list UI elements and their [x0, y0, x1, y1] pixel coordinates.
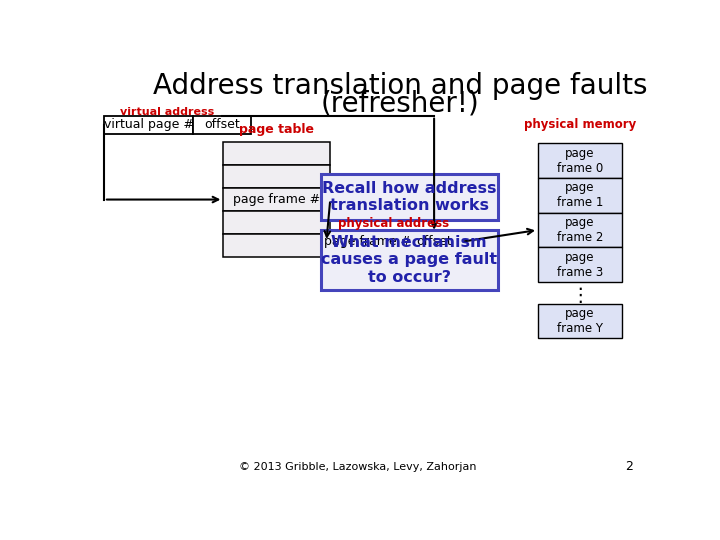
Text: page
frame 0: page frame 0 — [557, 147, 603, 174]
Text: page
frame 2: page frame 2 — [557, 216, 603, 244]
Bar — [538, 303, 621, 338]
Bar — [408, 233, 461, 251]
Bar — [223, 234, 330, 257]
Text: Recall how address
translation works: Recall how address translation works — [322, 181, 497, 213]
Text: offset: offset — [204, 118, 240, 131]
Text: page
frame 1: page frame 1 — [557, 181, 603, 210]
Bar — [326, 233, 408, 251]
Bar — [193, 116, 251, 134]
Bar — [321, 230, 498, 289]
Text: © 2013 Gribble, Lazowska, Levy, Zahorjan: © 2013 Gribble, Lazowska, Levy, Zahorjan — [238, 462, 476, 472]
Text: virtual page #: virtual page # — [104, 118, 194, 131]
Text: What mechanism
causes a page fault
to occur?: What mechanism causes a page fault to oc… — [321, 235, 498, 285]
Text: physical memory: physical memory — [523, 118, 636, 131]
Bar — [538, 178, 621, 213]
Bar — [223, 165, 330, 188]
Bar — [538, 213, 621, 247]
Bar — [223, 142, 330, 165]
Bar — [321, 174, 498, 220]
Text: (refresher!): (refresher!) — [320, 89, 480, 117]
Text: page table: page table — [239, 123, 314, 136]
Text: offset: offset — [416, 235, 452, 248]
Bar — [538, 247, 621, 282]
Bar — [104, 116, 193, 134]
Bar — [223, 211, 330, 234]
Bar — [538, 143, 621, 178]
Text: Address translation and page faults: Address translation and page faults — [153, 72, 647, 99]
Text: page
frame Y: page frame Y — [557, 307, 603, 335]
Text: physical address: physical address — [338, 217, 449, 230]
Text: virtual address: virtual address — [120, 107, 215, 117]
Text: page frame #: page frame # — [323, 235, 410, 248]
Bar — [223, 188, 330, 211]
Text: 2: 2 — [625, 460, 632, 473]
Text: ⋮: ⋮ — [570, 286, 590, 305]
Text: page
frame 3: page frame 3 — [557, 251, 603, 279]
Text: page frame #: page frame # — [233, 193, 320, 206]
